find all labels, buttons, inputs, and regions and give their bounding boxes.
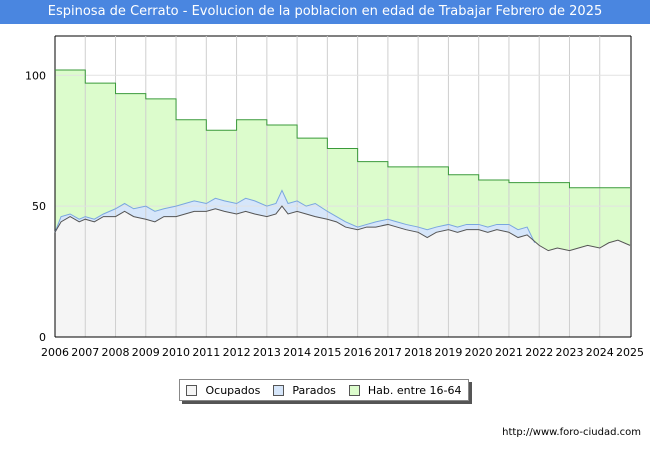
x-tick-label-2009: 2009	[132, 346, 160, 359]
x-tick-label-2016: 2016	[344, 346, 372, 359]
line-parados	[54, 189, 536, 243]
line-ocupados	[54, 205, 631, 252]
x-tick-label-2022: 2022	[525, 346, 553, 359]
x-tick-label-2021: 2021	[495, 346, 523, 359]
legend-label-ocupados: Ocupados	[205, 383, 261, 397]
x-tick-label-2020: 2020	[465, 346, 493, 359]
x-tick-label-2008: 2008	[102, 346, 130, 359]
x-tick-label-2015: 2015	[313, 346, 341, 359]
legend-swatch-ocupados	[186, 384, 198, 396]
legend-label-hab: Hab. entre 16-64	[367, 383, 462, 397]
x-tick-label-2012: 2012	[223, 346, 251, 359]
x-tick-label-2018: 2018	[404, 346, 432, 359]
x-tick-label-2010: 2010	[162, 346, 190, 359]
legend-label-parados: Parados	[292, 383, 336, 397]
y-tick-label-0: 0	[39, 331, 46, 344]
x-tick-label-2011: 2011	[192, 346, 220, 359]
area-ocupados	[55, 206, 630, 337]
legend-swatch-parados	[273, 384, 285, 396]
legend-item-parados: Parados	[273, 384, 336, 397]
x-tick-label-2024: 2024	[586, 346, 614, 359]
legend-swatch-hab	[348, 384, 360, 396]
chart-title: Espinosa de Cerrato - Evolucion de la po…	[0, 0, 650, 24]
x-tick-label-2013: 2013	[253, 346, 281, 359]
x-tick-label-2017: 2017	[374, 346, 402, 359]
y-tick-label-50: 50	[32, 200, 46, 213]
x-tick-label-2006: 2006	[41, 346, 69, 359]
legend-item-hab: Hab. entre 16-64	[348, 383, 462, 397]
x-tick-label-2014: 2014	[283, 346, 311, 359]
y-tick-label-100: 100	[25, 69, 46, 82]
source-url[interactable]: http://www.foro-ciudad.com	[502, 427, 641, 438]
x-tick-label-2007: 2007	[71, 346, 99, 359]
legend-item-ocupados: Ocupados	[186, 384, 260, 397]
x-tick-label-2025: 2025	[616, 346, 644, 359]
legend: Ocupados Parados Hab. entre 16-64	[179, 379, 469, 401]
x-tick-label-2023: 2023	[555, 346, 583, 359]
x-tick-label-2019: 2019	[434, 346, 462, 359]
line-hab-entre-16-64	[55, 69, 630, 189]
